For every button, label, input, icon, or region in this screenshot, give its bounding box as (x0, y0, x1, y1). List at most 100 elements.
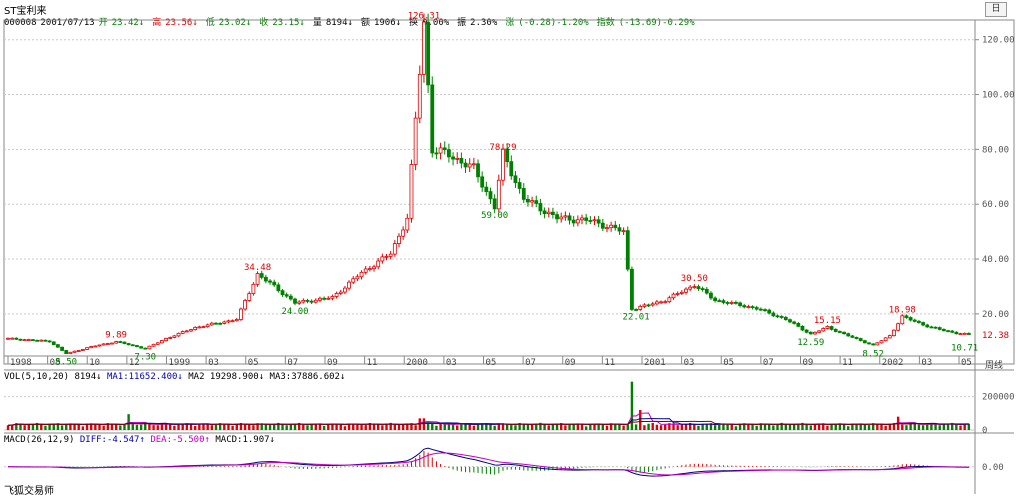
volume-bar (564, 425, 567, 430)
candle-body (600, 222, 605, 229)
volume-indicator-label: VOL(5,10,20) (4, 372, 70, 382)
candle-body (950, 330, 955, 333)
volume-bar (352, 423, 355, 430)
candle-body (372, 266, 376, 270)
volume-bar (198, 423, 201, 430)
candle-body (692, 286, 697, 289)
volume-bar (206, 423, 209, 430)
candle-body (334, 293, 339, 297)
candle-body (663, 301, 668, 304)
volume-bar (680, 424, 684, 430)
candle-body (659, 301, 663, 304)
volume-label: 量 (312, 18, 322, 28)
volume-bar (177, 424, 180, 430)
x-tick-label: 09 (327, 358, 338, 368)
volume-bar (593, 423, 596, 430)
candle-body (526, 198, 530, 203)
candle-body (721, 300, 726, 303)
candle-body (93, 345, 98, 348)
candle-body (313, 299, 318, 303)
volume-bar (938, 425, 941, 430)
candle-body (64, 350, 69, 355)
volume-bar (152, 425, 155, 430)
volume-bar (193, 425, 197, 430)
volume-bar (605, 425, 609, 430)
candle-body (966, 332, 971, 335)
volume-bar (235, 423, 238, 430)
candle-body (850, 335, 855, 338)
volume-bar (306, 425, 309, 430)
period-button[interactable]: 日 (985, 2, 1007, 17)
candle-body (700, 288, 705, 290)
candle-body (796, 322, 801, 327)
candle-body (617, 227, 622, 232)
candle-body (775, 315, 780, 318)
candle-body (392, 243, 397, 255)
volume-bar (959, 425, 962, 430)
high-value: 23.56↓ (165, 18, 198, 28)
weekly-label[interactable]: 周线 (985, 361, 1004, 371)
x-tick-label: 10 (89, 358, 100, 368)
volume-bar (909, 423, 912, 430)
volume-bar (668, 423, 671, 430)
candle-body (476, 163, 480, 178)
price-annotation: 126.31 (408, 11, 441, 21)
candle-body (18, 338, 23, 341)
candle-body (101, 343, 106, 346)
candle-body (280, 290, 285, 296)
volume-bar (139, 424, 143, 430)
volume-bar (248, 424, 251, 430)
volume-bar (797, 423, 800, 430)
candle-body (139, 346, 144, 349)
volume-bar (655, 424, 659, 430)
candle-body (413, 117, 418, 165)
candle-body (239, 308, 243, 320)
volume-bar (318, 423, 322, 430)
candle-body (488, 191, 493, 200)
volume-bar (822, 423, 825, 430)
volume-bar (551, 424, 555, 430)
volume-bar (406, 423, 409, 430)
volume-ma1: MA1:11652.400↓ (106, 372, 183, 382)
volume-bar (19, 423, 22, 430)
volume-bar (410, 423, 413, 430)
x-tick-label: 03 (208, 358, 219, 368)
candle-body (355, 276, 360, 280)
close-label: 收 (259, 18, 269, 28)
volume-bar (114, 424, 118, 430)
candle-body (363, 268, 368, 273)
volume-bar (385, 424, 388, 430)
candle-body (22, 339, 27, 342)
volume-current: 8194↓ (74, 372, 102, 382)
volume-bar (722, 423, 725, 430)
candle-body (675, 293, 680, 295)
candle-body (193, 327, 198, 331)
candle-body (180, 331, 185, 334)
volume-bar (185, 423, 189, 430)
volume-bar (426, 423, 430, 430)
volume-bar (747, 423, 750, 430)
amount-value: 1906↓ (373, 18, 402, 28)
volume-bar (102, 425, 105, 430)
amplitude-value: 2.30% (470, 18, 498, 28)
volume-bar (339, 424, 342, 430)
price-annotation: 8.52 (862, 349, 884, 359)
candle-body (222, 321, 227, 324)
volume-bar (851, 423, 854, 430)
volume-bar (838, 423, 842, 430)
volume-bar (347, 423, 351, 430)
volume-bar (273, 424, 276, 430)
candle-body (613, 224, 618, 229)
candle-body (925, 324, 930, 328)
turnover-value: 0.00% (422, 18, 450, 28)
volume-bar (663, 424, 667, 430)
volume-bar (77, 423, 80, 430)
volume-bar (826, 425, 829, 430)
macd-dea: DEA:-5.500↑ (150, 435, 210, 445)
candle-body (263, 276, 268, 282)
volume-bar (451, 424, 455, 430)
candle-body (276, 284, 281, 292)
volume-bar (501, 423, 505, 430)
volume-bar (792, 424, 796, 430)
